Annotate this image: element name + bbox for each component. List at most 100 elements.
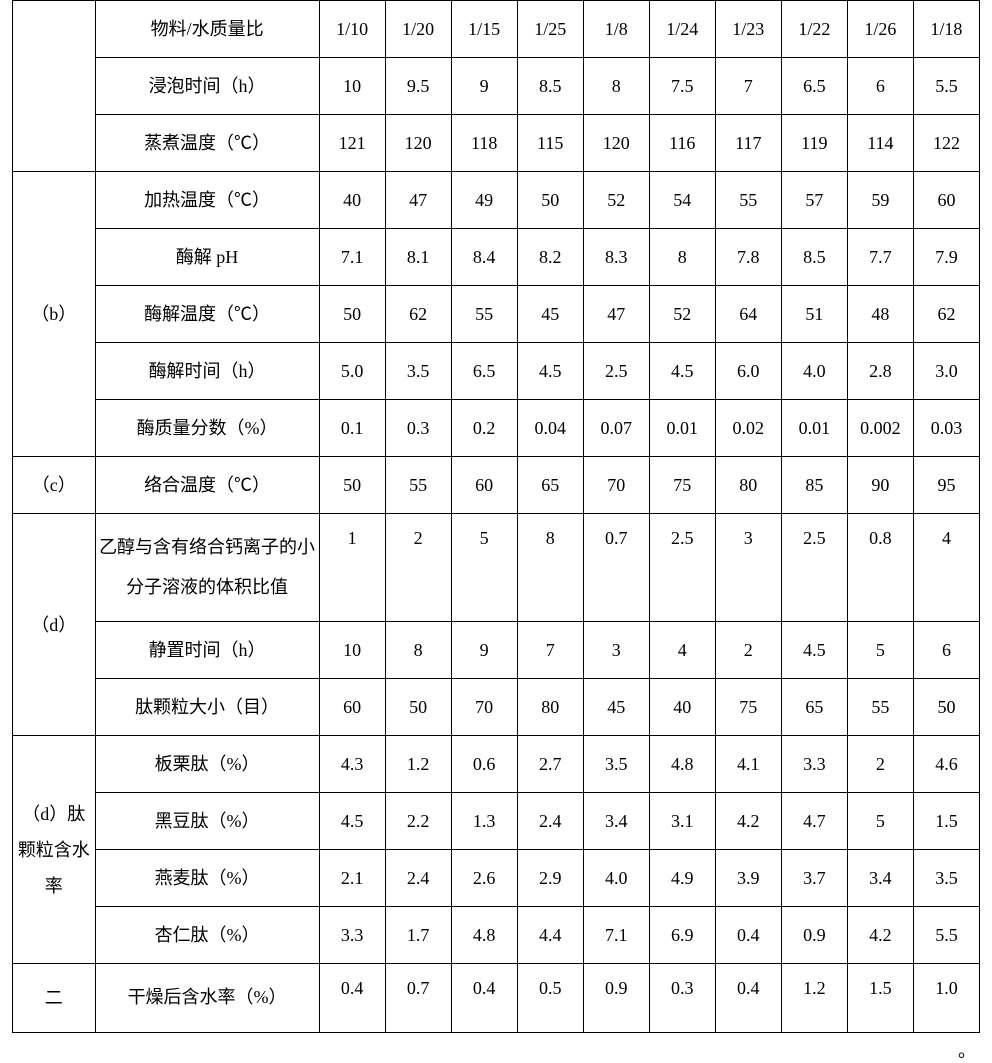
value-cell: 1.7 <box>385 907 451 964</box>
value-cell: 64 <box>715 286 781 343</box>
param-label: 乙醇与含有络合钙离子的小分子溶液的体积比值 <box>95 514 319 622</box>
value-cell: 3.5 <box>913 850 979 907</box>
value-cell: 9 <box>451 622 517 679</box>
value-cell: 5 <box>451 514 517 622</box>
table-row: 酶质量分数（%）0.10.30.20.040.070.010.020.010.0… <box>13 400 980 457</box>
value-cell: 5 <box>847 622 913 679</box>
group-label <box>13 1 96 172</box>
table-row: （c）络合温度（℃）50556065707580859095 <box>13 457 980 514</box>
value-cell: 3.4 <box>583 793 649 850</box>
value-cell: 2.5 <box>781 514 847 622</box>
value-cell: 7.1 <box>319 229 385 286</box>
param-label: 板栗肽（%） <box>95 736 319 793</box>
value-cell: 2.9 <box>517 850 583 907</box>
value-cell: 8.5 <box>517 58 583 115</box>
param-label: 酶解时间（h） <box>95 343 319 400</box>
param-label: 物料/水质量比 <box>95 1 319 58</box>
value-cell: 2.6 <box>451 850 517 907</box>
value-cell: 2 <box>715 622 781 679</box>
value-cell: 0.4 <box>319 964 385 1033</box>
value-cell: 70 <box>451 679 517 736</box>
value-cell: 2.7 <box>517 736 583 793</box>
value-cell: 52 <box>583 172 649 229</box>
value-cell: 4.5 <box>649 343 715 400</box>
value-cell: 7.1 <box>583 907 649 964</box>
value-cell: 60 <box>913 172 979 229</box>
value-cell: 4.2 <box>715 793 781 850</box>
value-cell: 116 <box>649 115 715 172</box>
value-cell: 9.5 <box>385 58 451 115</box>
value-cell: 1/23 <box>715 1 781 58</box>
value-cell: 0.02 <box>715 400 781 457</box>
value-cell: 4 <box>649 622 715 679</box>
value-cell: 1/8 <box>583 1 649 58</box>
value-cell: 75 <box>649 457 715 514</box>
value-cell: 0.8 <box>847 514 913 622</box>
param-label: 络合温度（℃） <box>95 457 319 514</box>
group-label: （d） <box>13 514 96 736</box>
value-cell: 8.4 <box>451 229 517 286</box>
value-cell: 1/24 <box>649 1 715 58</box>
value-cell: 50 <box>319 286 385 343</box>
value-cell: 0.4 <box>715 907 781 964</box>
value-cell: 10 <box>319 58 385 115</box>
value-cell: 117 <box>715 115 781 172</box>
value-cell: 48 <box>847 286 913 343</box>
footer-punctuation: 。 <box>0 1037 992 1063</box>
param-label: 酶质量分数（%） <box>95 400 319 457</box>
value-cell: 8 <box>583 58 649 115</box>
value-cell: 70 <box>583 457 649 514</box>
value-cell: 0.2 <box>451 400 517 457</box>
param-label: 黑豆肽（%） <box>95 793 319 850</box>
value-cell: 4.0 <box>781 343 847 400</box>
value-cell: 55 <box>715 172 781 229</box>
value-cell: 1.5 <box>847 964 913 1033</box>
param-label: 酶解 pH <box>95 229 319 286</box>
table-row: （d）乙醇与含有络合钙离子的小分子溶液的体积比值12580.72.532.50.… <box>13 514 980 622</box>
value-cell: 57 <box>781 172 847 229</box>
value-cell: 1/20 <box>385 1 451 58</box>
param-label: 燕麦肽（%） <box>95 850 319 907</box>
value-cell: 60 <box>319 679 385 736</box>
value-cell: 7.7 <box>847 229 913 286</box>
table-row: 酶解温度（℃）50625545475264514862 <box>13 286 980 343</box>
value-cell: 7.8 <box>715 229 781 286</box>
value-cell: 4.5 <box>781 622 847 679</box>
value-cell: 8 <box>649 229 715 286</box>
value-cell: 3.5 <box>583 736 649 793</box>
value-cell: 52 <box>649 286 715 343</box>
value-cell: 0.7 <box>583 514 649 622</box>
value-cell: 0.3 <box>649 964 715 1033</box>
value-cell: 0.01 <box>649 400 715 457</box>
value-cell: 3.7 <box>781 850 847 907</box>
value-cell: 115 <box>517 115 583 172</box>
value-cell: 122 <box>913 115 979 172</box>
value-cell: 5.5 <box>913 58 979 115</box>
param-label: 静置时间（h） <box>95 622 319 679</box>
value-cell: 10 <box>319 622 385 679</box>
value-cell: 40 <box>319 172 385 229</box>
value-cell: 3.4 <box>847 850 913 907</box>
group-label: 二 <box>13 964 96 1033</box>
value-cell: 54 <box>649 172 715 229</box>
value-cell: 65 <box>517 457 583 514</box>
value-cell: 3.0 <box>913 343 979 400</box>
param-label: 蒸煮温度（℃） <box>95 115 319 172</box>
value-cell: 0.9 <box>583 964 649 1033</box>
data-table: 物料/水质量比1/101/201/151/251/81/241/231/221/… <box>12 0 980 1033</box>
value-cell: 8 <box>385 622 451 679</box>
value-cell: 50 <box>913 679 979 736</box>
value-cell: 3.3 <box>781 736 847 793</box>
value-cell: 85 <box>781 457 847 514</box>
param-label: 干燥后含水率（%） <box>95 964 319 1033</box>
value-cell: 121 <box>319 115 385 172</box>
value-cell: 6.9 <box>649 907 715 964</box>
value-cell: 7.9 <box>913 229 979 286</box>
group-label: （b） <box>13 172 96 457</box>
param-label: 浸泡时间（h） <box>95 58 319 115</box>
value-cell: 55 <box>385 457 451 514</box>
value-cell: 1 <box>319 514 385 622</box>
value-cell: 0.6 <box>451 736 517 793</box>
param-label: 加热温度（℃） <box>95 172 319 229</box>
value-cell: 4.7 <box>781 793 847 850</box>
